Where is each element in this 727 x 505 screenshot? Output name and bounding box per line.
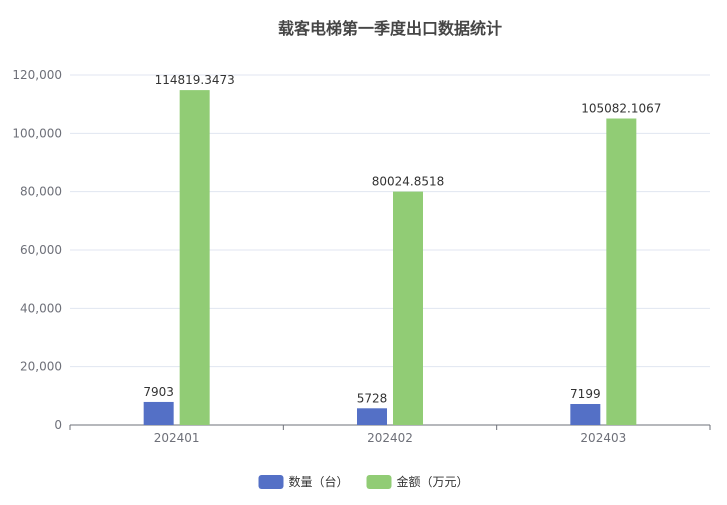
bar[interactable] [606, 118, 637, 425]
legend-swatch [366, 475, 392, 489]
gridlines [70, 74, 710, 368]
bars [143, 90, 637, 426]
y-tick-label: 100,000 [12, 126, 62, 140]
legend-label: 数量（台） [289, 474, 349, 489]
y-tick-label: 40,000 [20, 301, 62, 315]
x-tick-label: 202403 [580, 431, 626, 445]
y-tick-label: 0 [54, 418, 62, 432]
x-tick-label: 202401 [154, 431, 200, 445]
legend-swatch [258, 475, 284, 489]
x-axis: 202401 202402 202403 [69, 424, 711, 445]
chart-title: 载客电梯第一季度出口数据统计 [278, 19, 502, 38]
data-label: 7199 [570, 387, 601, 401]
legend-label: 金额（万元） [397, 474, 469, 489]
data-label: 105082.1067 [581, 102, 661, 116]
y-tick-label: 120,000 [12, 68, 62, 82]
bar[interactable] [179, 90, 210, 426]
y-axis: 0 20,000 40,000 60,000 80,000 100,000 120,000 [12, 68, 62, 432]
data-labels: 7903 5728 7199 114819.3473 80024.8518 105082.… [143, 73, 661, 405]
data-label: 114819.3473 [155, 73, 235, 87]
legend-item[interactable]: 数量（台） [258, 474, 349, 489]
bar[interactable] [357, 408, 387, 425]
bar[interactable] [570, 404, 601, 425]
legend[interactable]: 数量（台） 金额（万元） [258, 474, 469, 489]
bar[interactable] [143, 401, 174, 425]
data-label: 7903 [143, 385, 174, 399]
y-tick-label: 60,000 [20, 243, 62, 257]
bar[interactable] [393, 191, 423, 425]
y-tick-label: 80,000 [20, 185, 62, 199]
data-label: 5728 [357, 391, 388, 405]
data-label: 80024.8518 [372, 175, 445, 189]
legend-item[interactable]: 金额（万元） [366, 474, 469, 489]
x-tick-label: 202402 [367, 431, 413, 445]
y-tick-label: 20,000 [20, 360, 62, 374]
